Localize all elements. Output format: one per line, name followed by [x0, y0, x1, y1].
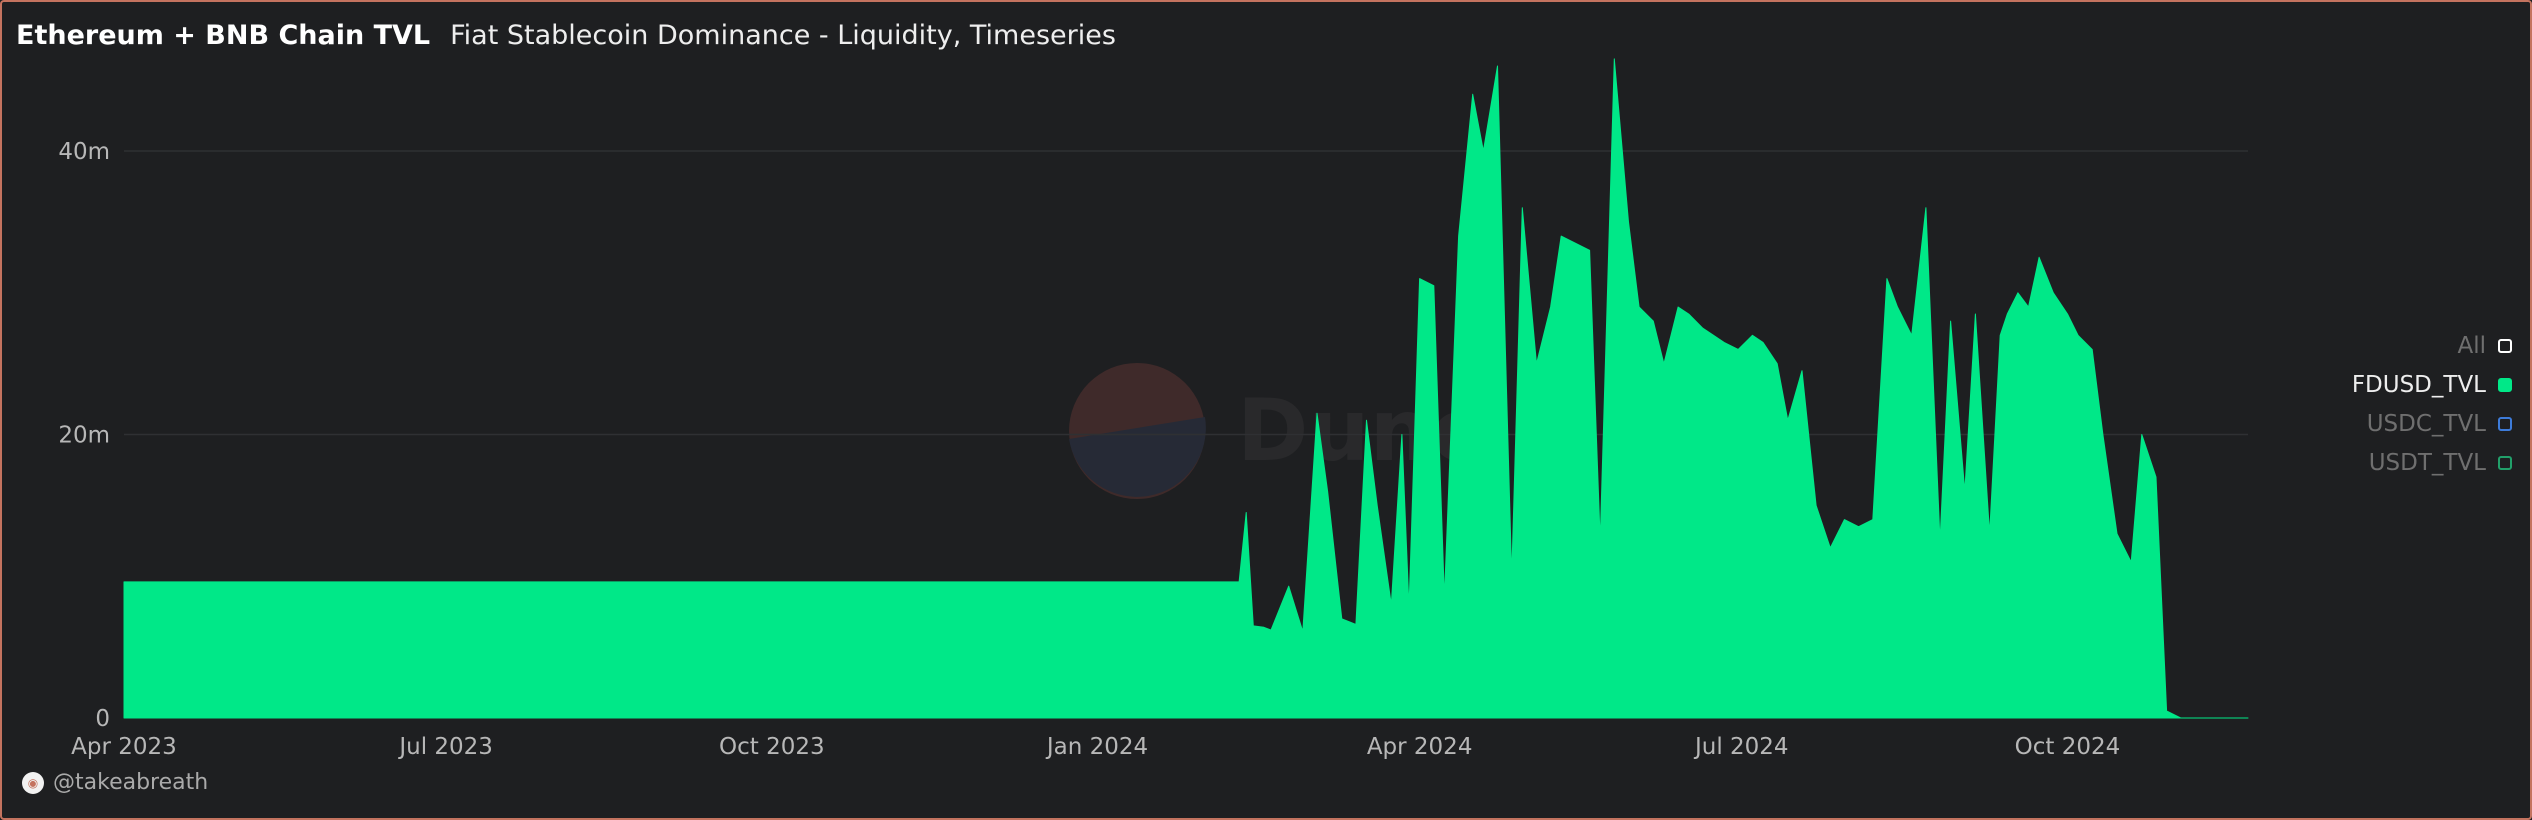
author-avatar[interactable]: ◉: [22, 771, 44, 794]
legend-item-usdt-tvl[interactable]: USDT_TVL: [2369, 443, 2512, 482]
watermark-text: Dune: [1237, 381, 1489, 481]
legend-swatch-icon: [2498, 416, 2512, 431]
legend-label: USDT_TVL: [2368, 449, 2486, 476]
y-tick-label: 20m: [58, 423, 110, 449]
x-tick-label: Jul 2024: [1693, 734, 1789, 760]
x-tick-label: Jul 2023: [397, 734, 493, 760]
legend-swatch-icon: [2498, 377, 2512, 392]
legend-label: FDUSD_TVL: [2351, 371, 2486, 398]
x-tick-label: Apr 2023: [71, 734, 177, 760]
y-axis: 0 20m 40m: [58, 139, 110, 732]
legend-item-usdc-tvl[interactable]: USDC_TVL: [2367, 404, 2512, 443]
x-tick-label: Oct 2023: [719, 734, 825, 760]
chart-header: Ethereum + BNB Chain TVL Fiat Stablecoin…: [16, 20, 1116, 51]
author-handle[interactable]: @takeabreath: [53, 770, 209, 795]
legend-item-all[interactable]: All: [2457, 326, 2512, 365]
area-series-layer: [123, 58, 2249, 719]
x-axis: Apr 2023 Jul 2023 Oct 2023 Jan 2024 Apr 2024…: [71, 734, 2120, 760]
watermark-logo-lower-icon: [1069, 417, 1206, 497]
y-tick-label: 40m: [58, 139, 110, 165]
chart-title: Ethereum + BNB Chain TVL: [16, 20, 431, 51]
dune-watermark: Dune: [1069, 363, 1489, 499]
series-area-fdusd[interactable]: [123, 58, 2249, 719]
legend-label: USDC_TVL: [2366, 410, 2486, 437]
y-tick-label: 0: [95, 706, 110, 732]
legend-swatch-icon: [2498, 338, 2512, 353]
x-tick-label: Oct 2024: [2015, 734, 2121, 760]
x-tick-label: Apr 2024: [1367, 734, 1473, 760]
chart-legend: All FDUSD_TVL USDC_TVL USDT_TVL: [2352, 326, 2512, 482]
x-tick-label: Jan 2024: [1045, 734, 1148, 760]
chart-subtitle: Fiat Stablecoin Dominance - Liquidity, T…: [450, 20, 1116, 51]
legend-label: All: [2457, 332, 2486, 359]
chart-footer: ◉ @takeabreath: [22, 770, 208, 795]
legend-swatch-icon: [2498, 455, 2512, 470]
legend-item-fdusd-tvl[interactable]: FDUSD_TVL: [2352, 365, 2512, 404]
